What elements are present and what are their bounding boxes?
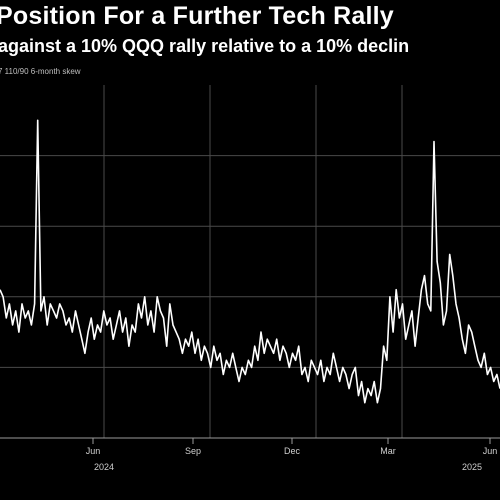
year-label: 2024 [94, 462, 114, 472]
x-axis: Jun Sep Dec Mar Jun 2024 2025 [0, 437, 500, 472]
x-tick-label: Mar [380, 446, 396, 456]
x-tick-label: Jun [86, 446, 101, 456]
year-label: 2025 [462, 462, 482, 472]
chart-footnote: 7 110/90 6-month skew [0, 67, 81, 76]
x-tick-label: Sep [185, 446, 201, 456]
chart-subtitle: against a 10% QQQ rally relative to a 10… [0, 36, 410, 56]
chart-title: Position For a Further Tech Rally [0, 2, 394, 30]
series-layer [0, 119, 500, 404]
series-line [0, 119, 500, 404]
x-tick-label: Dec [284, 446, 301, 456]
grid-lines [0, 85, 500, 438]
x-tick-label: Jun [483, 446, 498, 456]
